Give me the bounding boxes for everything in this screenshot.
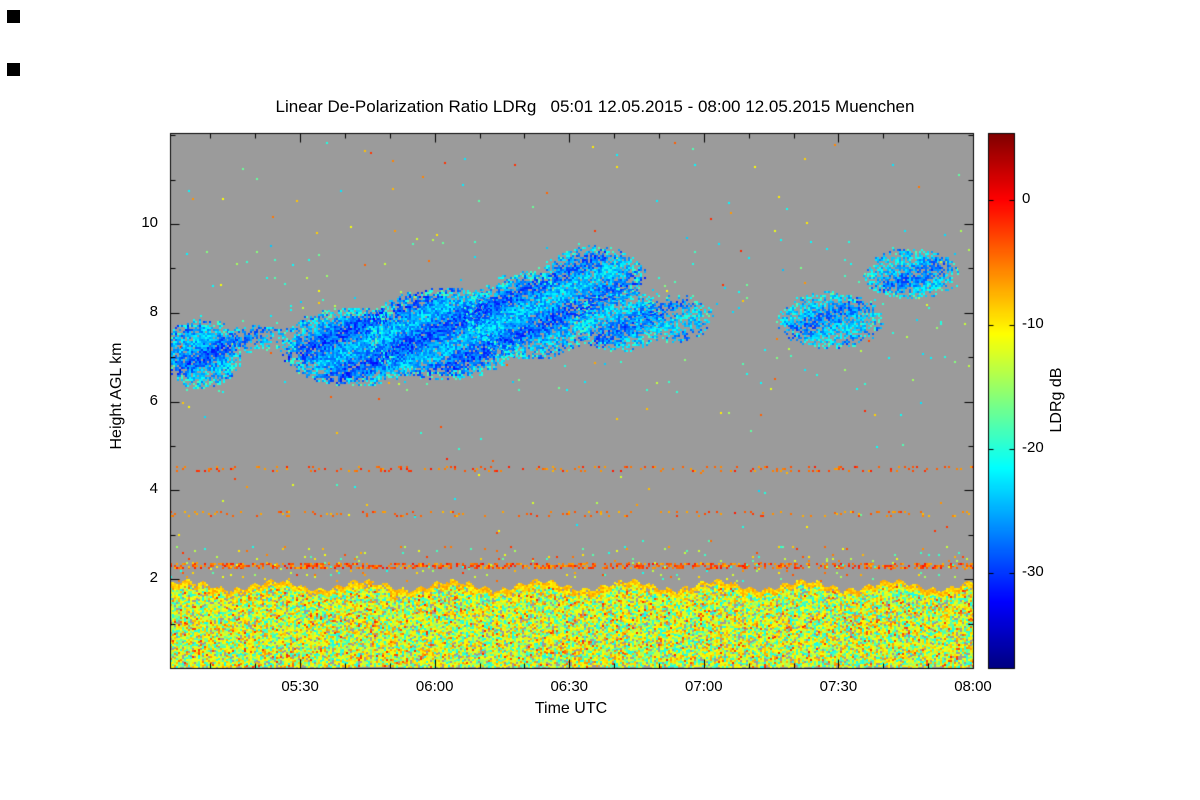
corner-mark-top	[7, 10, 20, 23]
x-tick-label: 06:30	[550, 678, 589, 695]
colorbar-tick-label: -20	[1022, 439, 1044, 457]
y-tick-label: 4	[149, 480, 158, 498]
y-tick-label: 2	[149, 569, 158, 587]
y-tick-label: 10	[141, 214, 158, 232]
chart-title: Linear De-Polarization Ratio LDRg 05:01 …	[275, 97, 915, 116]
x-tick-label: 06:00	[415, 678, 454, 695]
colorbar-tick-label: 0	[1022, 190, 1031, 208]
corner-mark-lower	[7, 63, 20, 76]
y-tick-label: 8	[149, 302, 158, 320]
x-tick-label: 07:00	[685, 678, 723, 695]
plot-area	[170, 133, 973, 668]
colorbar-label: LDRg dB	[1048, 367, 1065, 433]
x-tick-label: 08:00	[954, 678, 992, 695]
x-tick-label: 05:30	[281, 678, 319, 695]
colorbar-tick-label: -10	[1022, 314, 1044, 332]
colorbar-tick-label: -30	[1022, 563, 1044, 581]
x-axis-label: Time UTC	[534, 700, 608, 717]
y-tick-label: 6	[149, 391, 158, 409]
x-tick-label: 07:30	[819, 678, 858, 695]
